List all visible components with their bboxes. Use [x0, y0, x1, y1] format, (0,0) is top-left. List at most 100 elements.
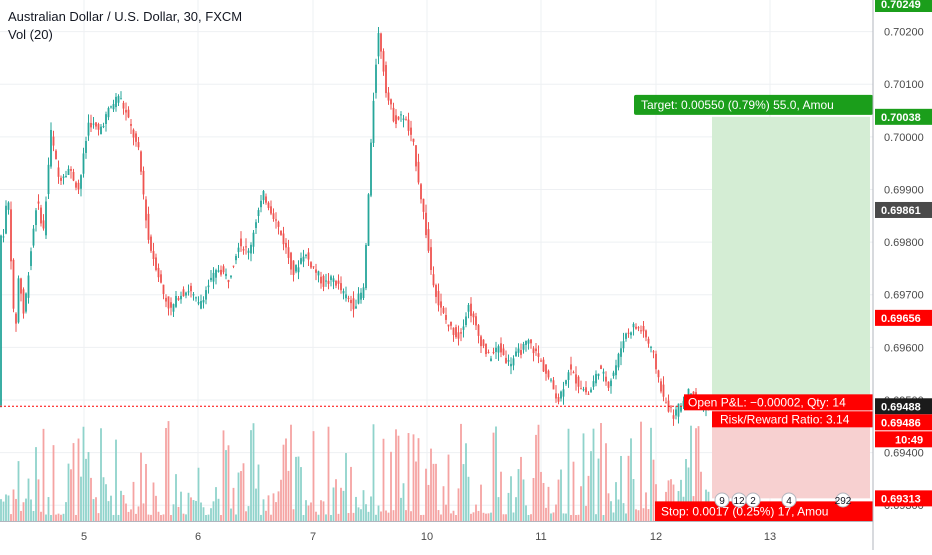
last-high-price-tag: 0.69656	[881, 313, 921, 325]
candle-body	[400, 114, 402, 116]
candle-body	[345, 294, 347, 299]
volume-bar	[62, 513, 65, 521]
volume-bar	[320, 500, 322, 521]
candle-body	[582, 389, 585, 391]
volume-bar	[582, 433, 585, 521]
candle-body	[682, 400, 685, 407]
volume-bar	[90, 477, 92, 521]
candle-body	[632, 323, 635, 328]
volume-bar	[607, 493, 610, 521]
entry-price-tag: 0.69486	[881, 417, 921, 429]
candle-body	[45, 201, 47, 236]
volume-bar	[220, 514, 222, 521]
volume-bar	[205, 514, 207, 521]
candle-body	[17, 278, 20, 323]
candle-body	[200, 301, 202, 309]
candle-body	[422, 198, 425, 212]
volume-bar	[65, 502, 67, 521]
candle-body	[352, 298, 355, 310]
volume-bar	[585, 505, 587, 521]
candle-body	[220, 269, 222, 275]
volume-bar	[315, 511, 317, 521]
volume-bar	[412, 434, 415, 521]
volume-bar	[280, 479, 282, 521]
candle-body	[70, 169, 72, 171]
volume-bar	[230, 508, 232, 521]
candle-body	[337, 280, 340, 284]
candle-body	[250, 244, 252, 254]
candle-body	[537, 353, 540, 357]
volume-bar	[617, 499, 620, 521]
candle-body	[645, 330, 647, 338]
volume-bar	[497, 497, 500, 521]
volume-bar	[217, 498, 220, 521]
volume-bar	[650, 427, 652, 521]
candle-body	[160, 274, 162, 283]
volume-bar	[167, 421, 170, 521]
candle-body	[95, 122, 97, 127]
candle-body	[577, 376, 580, 387]
candle-body	[57, 167, 60, 177]
candle-body	[652, 351, 655, 353]
volume-bar	[210, 508, 212, 521]
candle-body	[282, 233, 285, 245]
volume-bar	[547, 486, 550, 521]
volume-bar	[235, 514, 237, 521]
candle-body	[295, 265, 297, 272]
volume-bar	[152, 482, 155, 521]
candle-body	[192, 294, 195, 296]
candle-body	[635, 326, 637, 329]
candle-body	[190, 285, 192, 292]
candle-body	[157, 267, 160, 278]
candle-body	[470, 303, 472, 316]
stop-price-tag: 0.69313	[881, 493, 921, 505]
volume-indicator-label[interactable]: Vol (20)	[8, 27, 53, 42]
candle-body	[75, 182, 77, 188]
candle-body	[12, 259, 15, 309]
candle-body	[5, 205, 7, 234]
volume-bar	[485, 513, 487, 521]
volume-bar	[417, 438, 420, 521]
volume-bar	[175, 474, 177, 521]
volume-bar	[380, 511, 382, 521]
symbol-title[interactable]: Australian Dollar / U.S. Dollar, 30, FXC…	[8, 9, 243, 24]
candle-body	[485, 343, 487, 355]
volume-bar	[475, 504, 477, 521]
volume-bar	[482, 512, 485, 521]
volume-bar	[5, 494, 7, 521]
candle-body	[500, 343, 502, 353]
event-marker-icon	[745, 492, 761, 508]
volume-bar	[407, 433, 410, 521]
candle-body	[125, 109, 127, 113]
candle-body	[625, 333, 627, 339]
candle-body	[600, 365, 602, 369]
volume-bar	[602, 514, 605, 521]
volume-bar	[85, 458, 87, 521]
time-axis[interactable]: 5 6 7 10 11 12 13	[0, 521, 873, 544]
volume-bar	[640, 421, 642, 521]
candle-body	[650, 346, 652, 348]
volume-bar	[492, 432, 495, 521]
price-tick-label: 0.69700	[884, 290, 924, 302]
candle-body	[587, 393, 590, 395]
candle-body	[137, 142, 140, 148]
candle-body	[237, 247, 240, 253]
volume-bar	[262, 499, 265, 521]
event-marker-icon	[714, 492, 730, 508]
candle-body	[465, 316, 467, 326]
candle-body	[270, 206, 272, 214]
volume-bar	[402, 483, 405, 521]
candle-body	[212, 272, 215, 282]
candle-body	[502, 348, 505, 355]
target-label-box	[634, 94, 873, 115]
countdown-box	[875, 431, 932, 448]
time-tick-label: 10	[421, 531, 433, 543]
volume-bar	[37, 479, 40, 521]
time-tick-label: 6	[195, 531, 201, 543]
candle-body	[267, 202, 270, 208]
event-markers[interactable]: 9 12 2 4 292	[714, 492, 852, 508]
candle-body	[525, 341, 527, 345]
candle-body	[362, 287, 365, 299]
